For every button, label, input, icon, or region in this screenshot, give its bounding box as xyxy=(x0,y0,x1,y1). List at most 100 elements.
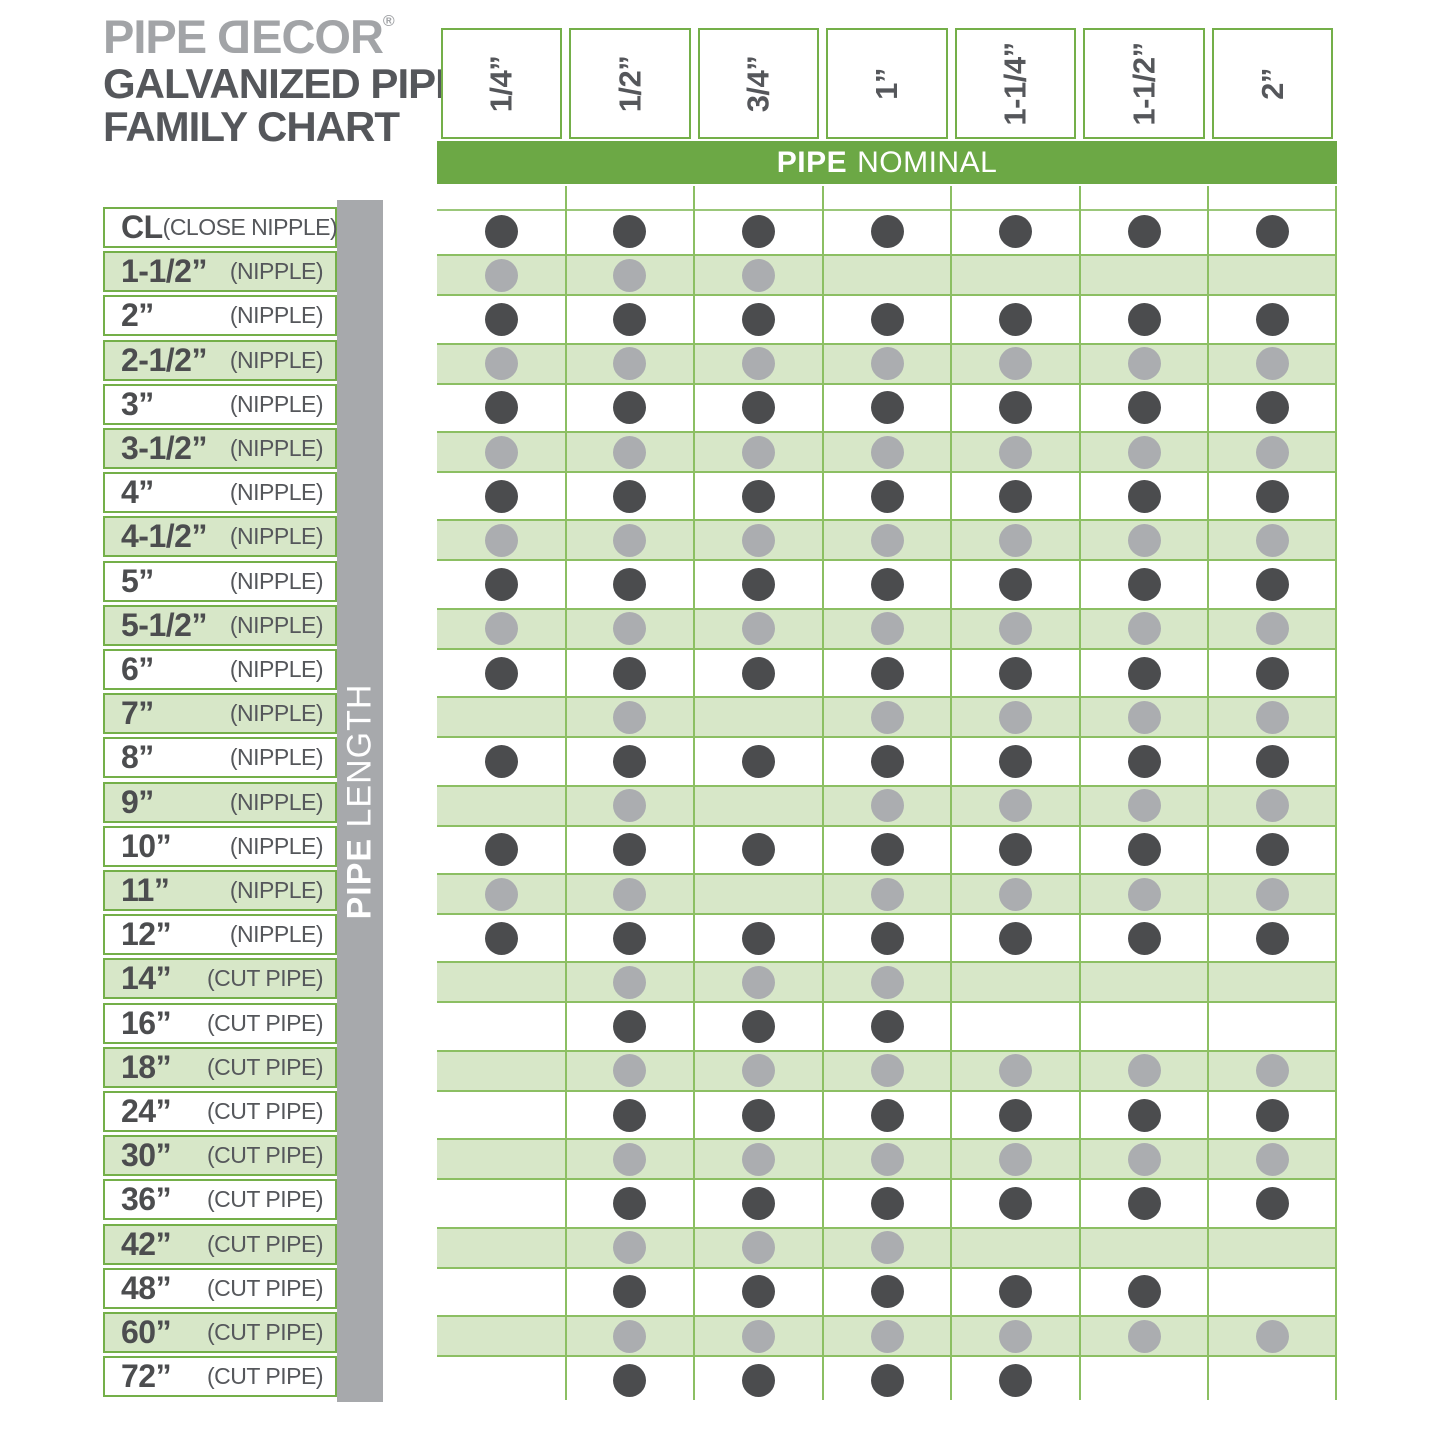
row-label-size: 14” xyxy=(121,960,172,997)
availability-dot xyxy=(741,524,775,557)
availability-dot xyxy=(999,833,1033,867)
availability-dot xyxy=(484,258,518,292)
banner-label-bold: PIPE xyxy=(776,145,848,179)
availability-dot xyxy=(613,745,647,778)
row-label-box: 4-1/2” (NIPPLE) xyxy=(103,516,337,558)
row-label-size: 4-1/2” xyxy=(121,518,207,555)
row-label-size: 4” xyxy=(121,474,154,511)
availability-dot xyxy=(741,1054,775,1088)
availability-dot xyxy=(741,1187,775,1220)
availability-dot xyxy=(1127,568,1161,602)
availability-dot xyxy=(613,1275,647,1309)
availability-dot xyxy=(613,1231,647,1265)
pipe-length-label-rest: LENGTH xyxy=(340,683,379,827)
availability-dot xyxy=(484,921,518,955)
availability-dot xyxy=(741,479,775,513)
availability-dot xyxy=(741,1231,775,1265)
availability-dot xyxy=(999,524,1033,557)
availability-dot xyxy=(484,391,518,425)
row-label-type: (CUT PIPE) xyxy=(207,965,323,992)
availability-dot xyxy=(1256,656,1290,690)
row-label-type: (NIPPLE) xyxy=(229,832,324,859)
row-label-type: (CUT PIPE) xyxy=(207,1186,323,1213)
grid-vline xyxy=(1207,186,1210,1400)
availability-dot xyxy=(999,1054,1033,1088)
availability-dot xyxy=(484,656,518,690)
availability-dot xyxy=(1256,303,1290,336)
availability-dot xyxy=(1127,347,1161,381)
availability-dot xyxy=(741,1319,775,1353)
availability-dot xyxy=(613,1098,647,1132)
availability-dot xyxy=(613,1142,647,1176)
availability-dot xyxy=(613,877,647,911)
row-label-type: (NIPPLE) xyxy=(229,656,324,682)
availability-dot xyxy=(1256,524,1290,557)
availability-dot xyxy=(999,479,1033,513)
availability-dot xyxy=(741,656,775,690)
availability-dot xyxy=(999,921,1033,955)
row-label-size: 18” xyxy=(121,1048,172,1085)
availability-dot xyxy=(1127,1275,1161,1309)
availability-dot xyxy=(1256,745,1290,778)
availability-dot xyxy=(870,745,904,778)
row-label-box: 10” (NIPPLE) xyxy=(103,825,337,867)
availability-dot xyxy=(1256,921,1290,955)
availability-dot xyxy=(613,1010,647,1044)
availability-dot xyxy=(870,833,904,867)
availability-dot xyxy=(613,700,647,734)
availability-dot xyxy=(1127,789,1161,823)
row-label-size: 5-1/2” xyxy=(121,606,207,643)
row-label-size: 30” xyxy=(121,1137,172,1174)
availability-dot xyxy=(484,745,518,778)
availability-dot xyxy=(1127,1319,1161,1353)
row-label-box: 16” (CUT PIPE) xyxy=(103,1002,337,1044)
availability-dot xyxy=(1256,1142,1290,1176)
availability-dot xyxy=(741,966,775,999)
availability-dot xyxy=(1256,214,1290,248)
row-label-type: (CUT PIPE) xyxy=(207,1098,323,1124)
availability-dot xyxy=(613,966,647,999)
row-label-type: (CUT PIPE) xyxy=(207,1274,323,1301)
row-label-type: (NIPPLE) xyxy=(229,390,324,417)
availability-dot xyxy=(999,1187,1033,1220)
row-label-type: (NIPPLE) xyxy=(229,523,324,550)
row-label-type: (NIPPLE) xyxy=(229,700,324,727)
availability-dot xyxy=(1256,435,1290,469)
availability-dot xyxy=(870,700,904,734)
availability-dot xyxy=(1127,700,1161,734)
availability-dot xyxy=(999,789,1033,823)
row-label-size: 9” xyxy=(121,783,154,820)
row-label-type: (CLOSE NIPPLE) xyxy=(162,214,338,240)
availability-dot xyxy=(1256,833,1290,867)
availability-dot xyxy=(484,612,518,646)
row-label-box: 24” (CUT PIPE) xyxy=(103,1091,337,1132)
column-header-label: 3/4” xyxy=(740,55,776,112)
availability-dot xyxy=(613,347,647,381)
availability-dot xyxy=(870,1054,904,1088)
row-label-box: 2-1/2” (NIPPLE) xyxy=(103,339,337,381)
availability-dot xyxy=(613,435,647,469)
grid-vline xyxy=(821,186,824,1400)
availability-dot xyxy=(613,1319,647,1353)
row-label-type: (NIPPLE) xyxy=(229,744,324,771)
row-label-type: (CUT PIPE) xyxy=(207,1053,323,1080)
availability-dot xyxy=(741,1098,775,1132)
availability-dot xyxy=(1256,1319,1290,1353)
availability-dot xyxy=(1256,1098,1290,1132)
row-label-box: 36” (CUT PIPE) xyxy=(103,1179,337,1221)
row-label-box: 2” (NIPPLE) xyxy=(103,295,337,337)
row-label-box: 72” (CUT PIPE) xyxy=(103,1356,337,1398)
availability-dot xyxy=(741,1275,775,1309)
availability-dot xyxy=(1127,524,1161,557)
row-label-type: (NIPPLE) xyxy=(229,302,324,329)
availability-dot xyxy=(870,966,904,999)
logo-block: PIPE DECOR® GALVANIZED PIPE FAMILY CHART xyxy=(103,10,463,148)
availability-dot xyxy=(613,789,647,823)
availability-dot xyxy=(999,877,1033,911)
availability-dot xyxy=(613,214,647,248)
availability-dot xyxy=(999,435,1033,469)
availability-dot xyxy=(870,877,904,911)
row-label-size: 12” xyxy=(121,916,172,953)
column-header-label: 1-1/2” xyxy=(1126,41,1162,126)
grid-vline xyxy=(1335,186,1337,1400)
